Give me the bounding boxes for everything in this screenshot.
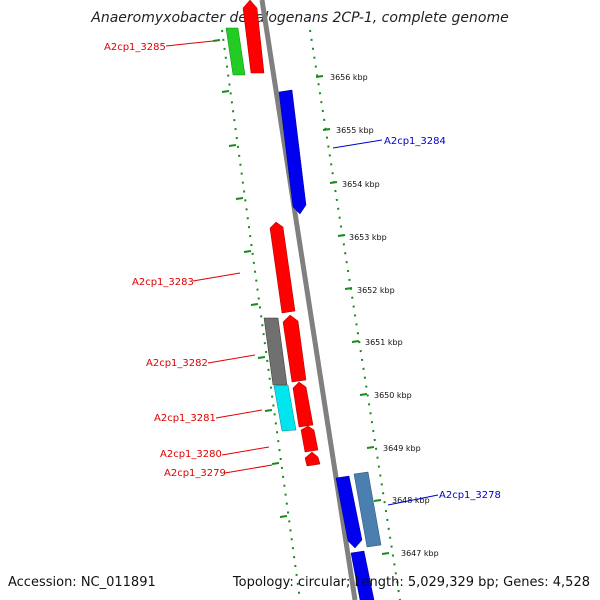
gene-label-a2cp1-3283[interactable]: A2cp1_3283 [132, 277, 194, 288]
gene-a2cp1-3283[interactable] [269, 221, 296, 314]
label-leaders [165, 40, 439, 506]
kbp-label: 3647 kbp [401, 549, 439, 558]
kbp-label: 3654 kbp [342, 180, 380, 189]
gene-label-a2cp1-3280[interactable]: A2cp1_3280 [160, 449, 222, 460]
gene-a2cp1-3282[interactable] [282, 314, 307, 383]
kbp-label: 3655 kbp [336, 126, 374, 135]
gene-label-a2cp1-3279[interactable]: A2cp1_3279 [164, 468, 226, 479]
gene-a2cp1-3284[interactable] [278, 89, 307, 215]
gene-next-blue[interactable] [350, 550, 375, 600]
gene-a2cp1-3281-cyan[interactable] [273, 384, 297, 432]
gene-a2cp1-3278[interactable] [353, 471, 382, 548]
genome-backbone [259, 0, 358, 600]
topology-info: Topology: circular; Length: 5,029,329 bp… [232, 575, 590, 590]
gene-a2cp1-3285-green[interactable] [225, 27, 246, 76]
gene-a2cp1-3281[interactable] [292, 381, 314, 428]
gene-a2cp1-3282-gray[interactable] [263, 317, 288, 386]
kbp-label: 3651 kbp [365, 338, 403, 347]
gene-a2cp1-3280[interactable] [300, 425, 319, 453]
kbp-label: 3652 kbp [357, 286, 395, 295]
kbp-label: 3656 kbp [330, 73, 368, 82]
gene-label-a2cp1-3282[interactable]: A2cp1_3282 [146, 358, 208, 369]
gene-a2cp1-3278-blue[interactable] [335, 475, 363, 549]
map-title: Anaeromyxobacter dehalogenans 2CP-1, com… [91, 10, 509, 26]
gene-labels: A2cp1_3285 A2cp1_3284 A2cp1_3283 A2cp1_3… [104, 42, 501, 501]
gene-a2cp1-3285[interactable] [242, 0, 265, 74]
major-ticks [212, 39, 390, 555]
kbp-label: 3649 kbp [383, 444, 421, 453]
gene-label-a2cp1-3281[interactable]: A2cp1_3281 [154, 413, 216, 424]
outer-tick-track [309, 29, 401, 600]
kbp-label: 3653 kbp [349, 233, 387, 242]
gene-label-a2cp1-3278[interactable]: A2cp1_3278 [439, 490, 501, 501]
gene-label-a2cp1-3284[interactable]: A2cp1_3284 [384, 136, 446, 147]
kbp-label: 3650 kbp [374, 391, 412, 400]
accession-info: Accession: NC_011891 [8, 575, 156, 590]
gene-label-a2cp1-3285[interactable]: A2cp1_3285 [104, 42, 166, 53]
gene-a2cp1-3279[interactable] [304, 451, 321, 467]
